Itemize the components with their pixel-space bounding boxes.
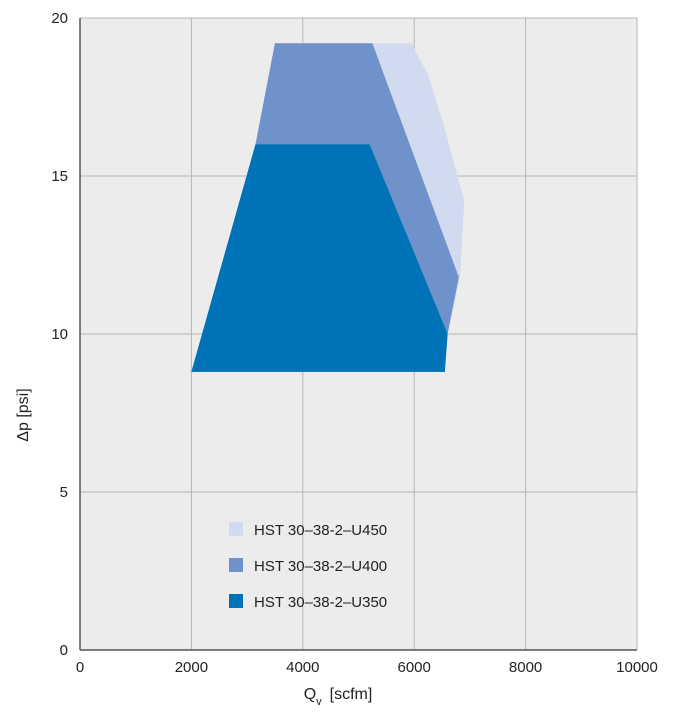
x-axis-unit: [scfm] (330, 686, 373, 703)
legend-label-2: HST 30–38-2–U350 (254, 594, 387, 611)
legend-swatch-2 (229, 594, 243, 608)
y-axis-title: Δp [psi] (15, 388, 32, 441)
x-axis-subscript: v (316, 696, 322, 708)
series-areas (191, 43, 465, 372)
legend-swatch-0 (229, 522, 243, 536)
y-tick-label: 10 (51, 326, 68, 343)
legend: HST 30–38-2–U450 HST 30–38-2–U400 HST 30–3… (229, 522, 387, 611)
x-tick-label: 4000 (286, 659, 319, 676)
x-axis-title: Qv [scfm] (304, 686, 373, 708)
axes (79, 18, 637, 651)
x-tick-label: 2000 (175, 659, 208, 676)
series-area-2 (191, 144, 448, 372)
x-axis-label: Q (304, 686, 316, 703)
x-tick-label: 10000 (616, 659, 658, 676)
y-tick-label: 15 (51, 168, 68, 185)
x-tick-label: 8000 (509, 659, 542, 676)
x-tick-label: 6000 (398, 659, 431, 676)
legend-label-1: HST 30–38-2–U400 (254, 558, 387, 575)
legend-swatch-1 (229, 558, 243, 572)
y-tick-label: 20 (51, 10, 68, 27)
x-tick-label: 0 (76, 659, 84, 676)
legend-label-0: HST 30–38-2–U450 (254, 522, 387, 539)
x-tick-labels: 0 2000 4000 6000 8000 10000 (76, 659, 658, 676)
y-tick-label: 0 (60, 642, 68, 659)
y-tick-label: 5 (60, 484, 68, 501)
y-tick-labels: 0 5 10 15 20 (51, 10, 68, 659)
